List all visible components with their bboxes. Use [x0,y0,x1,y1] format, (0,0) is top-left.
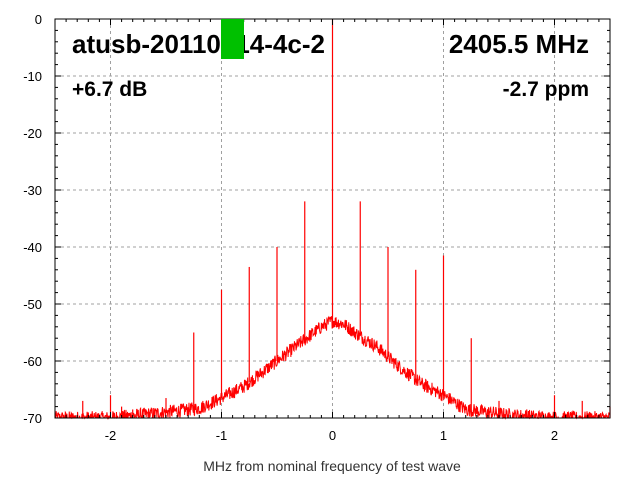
y-tick-label-0: 0 [35,12,42,27]
y-tick-label-2: -20 [23,126,42,141]
y-tick-label-5: -50 [23,297,42,312]
x-tick-label-2: 0 [329,428,336,443]
x-axis-title: MHz from nominal frequency of test wave [203,458,461,474]
frequency-label: 2405.5 MHz [449,29,589,59]
trace-layer [54,19,611,420]
device-label: atusb-20110214-4c-2 [72,29,325,59]
y-tick-label-4: -40 [23,240,42,255]
x-tick-label-0: -2 [105,428,117,443]
offset-label: -2.7 ppm [503,78,589,101]
x-tick-label-4: 2 [551,428,558,443]
axis-ticks: -2 -1 0 1 20-10-20-30-40-50-60-70 [23,12,611,443]
y-tick-label-3: -30 [23,183,42,198]
y-tick-label-7: -70 [23,411,42,426]
y-tick-label-1: -10 [23,69,42,84]
x-tick-label-3: 1 [440,428,447,443]
x-tick-label-1: -1 [216,428,228,443]
gain-label: +6.7 dB [72,78,147,101]
noise-floor-trace [54,315,611,420]
y-tick-label-6: -60 [23,354,42,369]
marker-block [221,19,244,59]
